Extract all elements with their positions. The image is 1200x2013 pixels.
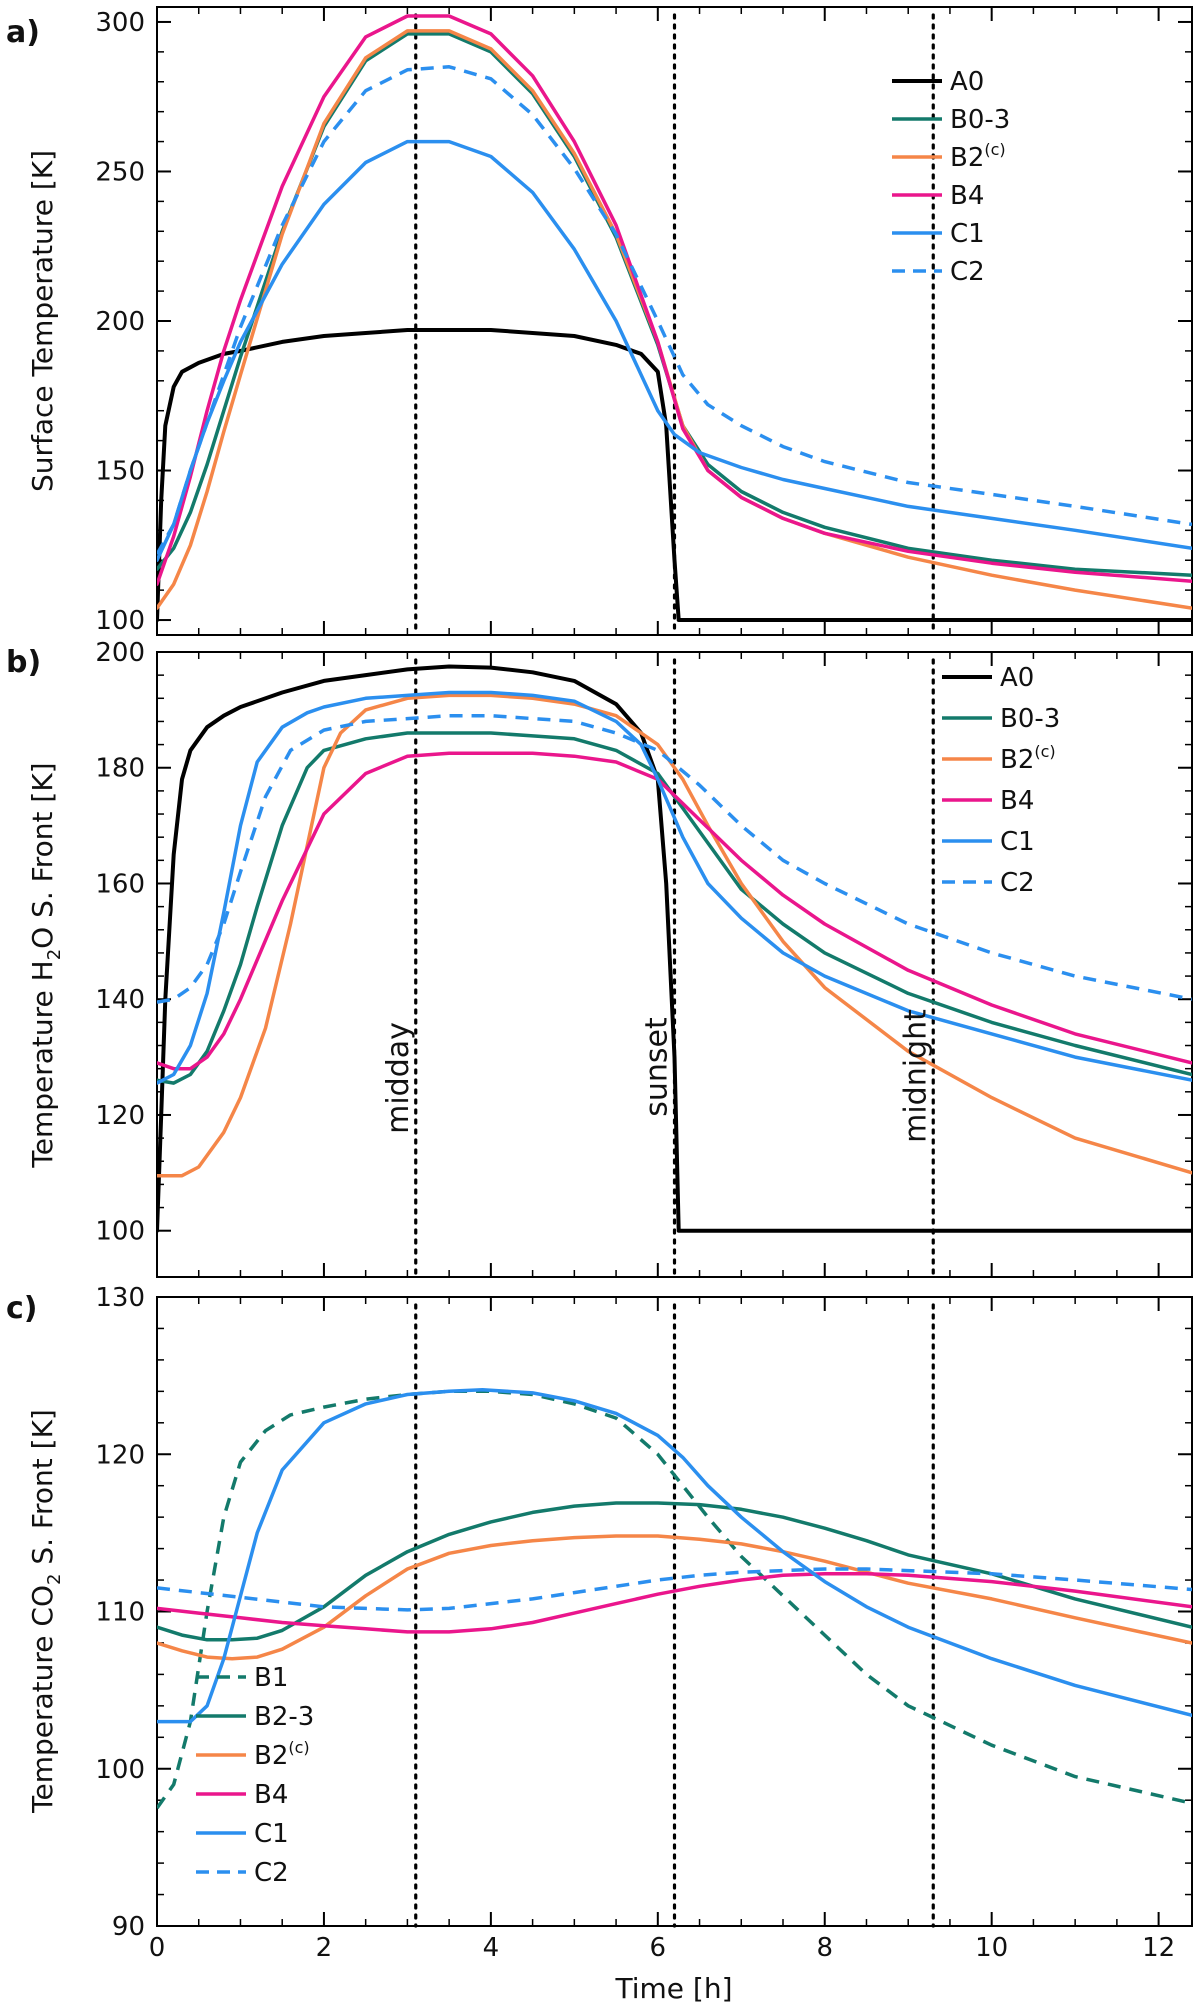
series-c2-line <box>157 1567 1192 1612</box>
series-layer <box>157 664 1192 1233</box>
series-a0-line <box>157 328 1192 622</box>
annotation-sunset: sunset <box>640 1017 675 1117</box>
series-b2-c-line <box>157 693 1192 1178</box>
series-layer <box>157 1388 1192 1810</box>
y-tick-label: 100 <box>95 1217 145 1247</box>
series-c1-line <box>157 690 1192 1085</box>
legend-label: B2(c) <box>1000 742 1056 775</box>
series-b0-3-line <box>157 731 1192 1085</box>
legend: A0 B0-3 B2(c) B4 C1 C2 <box>942 663 1060 898</box>
series-b4-line <box>157 751 1192 1071</box>
annotation-midnight: midnight <box>898 1009 933 1143</box>
legend-label: A0 <box>950 67 984 97</box>
series-b2-3-line <box>157 1501 1192 1642</box>
series-c2-line <box>157 65 1192 556</box>
legend-label: B1 <box>254 1663 288 1693</box>
legend-label: C1 <box>1000 827 1035 857</box>
x-axis: 0 2 4 6 8 10 12 <box>149 1933 1175 1963</box>
event-annotations: midday sunset midnight <box>381 1009 934 1143</box>
series-b4-line <box>157 14 1192 586</box>
legend-label: B2(c) <box>254 1738 310 1771</box>
x-tick-label: 8 <box>816 1933 833 1963</box>
legend-label: B2-3 <box>254 1702 314 1732</box>
series-c2-line <box>157 713 1192 1004</box>
panel-a: a) Surface Temperature [K] 100 150 200 250 3… <box>6 6 1193 637</box>
legend-label: C1 <box>254 1819 289 1849</box>
marker-layer <box>414 1303 935 1928</box>
legend-label: C2 <box>1000 868 1035 898</box>
y-tick-label: 150 <box>95 457 145 487</box>
y-tick-label: 250 <box>95 157 145 187</box>
y-tick-label: 120 <box>95 1101 145 1131</box>
y-axis-label: Temperature CO2 S. Front [K] <box>26 1409 65 1814</box>
panel-c: c) Temperature CO2 S. Front [K] 90 100 110… <box>6 1283 1193 1942</box>
y-axis-label: Surface Temperature [K] <box>26 150 59 492</box>
y-tick-label: 100 <box>95 1755 145 1785</box>
y-tick-label: 90 <box>112 1912 145 1942</box>
legend-label: B0-3 <box>950 105 1010 135</box>
legend-label: C1 <box>950 219 985 249</box>
x-tick-label: 2 <box>316 1933 333 1963</box>
tick-layer: 100 120 140 160 180 200 <box>95 638 1192 1277</box>
y-tick-label: 180 <box>95 754 145 784</box>
legend-label: A0 <box>1000 663 1034 693</box>
legend-label: C2 <box>950 257 985 287</box>
y-tick-label: 140 <box>95 985 145 1015</box>
legend-label: C2 <box>254 1858 289 1888</box>
y-tick-label: 130 <box>95 1283 145 1313</box>
x-tick-label: 4 <box>483 1933 500 1963</box>
legend-label: B4 <box>1000 786 1034 816</box>
legend-label: B2(c) <box>950 140 1006 173</box>
x-axis-label: Time [h] <box>614 1972 732 2005</box>
series-b4-line <box>157 1572 1192 1634</box>
legend: B1 B2-3 B2(c) B4 C1 C2 <box>196 1663 314 1888</box>
series-layer <box>157 14 1192 622</box>
y-tick-label: 200 <box>95 638 145 668</box>
y-tick-label: 200 <box>95 307 145 337</box>
panel-label: a) <box>6 15 40 50</box>
x-tick-label: 6 <box>650 1933 667 1963</box>
y-axis-label: Temperature H2O S. Front [K] <box>26 762 65 1168</box>
plot-area-frame <box>156 651 1193 1278</box>
legend-label: B0-3 <box>1000 704 1060 734</box>
legend: A0 B0-3 B2(c) B4 C1 C2 <box>892 67 1010 287</box>
x-tick-label: 0 <box>149 1933 166 1963</box>
marker-layer <box>414 658 935 1279</box>
tick-layer: 100 150 200 250 300 <box>95 7 1192 636</box>
tick-layer: 90 100 110 120 130 <box>95 1283 1192 1942</box>
annotation-midday: midday <box>381 1022 416 1134</box>
series-c1-line <box>157 1388 1192 1724</box>
x-tick-label: 10 <box>975 1933 1008 1963</box>
y-tick-label: 100 <box>95 606 145 636</box>
panel-label: c) <box>6 1291 38 1326</box>
panel-label: b) <box>6 645 41 680</box>
y-tick-label: 110 <box>95 1598 145 1628</box>
series-a0-line <box>157 664 1192 1233</box>
y-tick-label: 120 <box>95 1440 145 1470</box>
y-tick-label: 160 <box>95 869 145 899</box>
series-c1-line <box>157 139 1192 562</box>
legend-label: B4 <box>950 181 984 211</box>
x-tick-label: 12 <box>1142 1933 1175 1963</box>
panel-b: b) Temperature H2O S. Front [K] 100 120 14… <box>6 638 1193 1279</box>
legend-label: B4 <box>254 1780 288 1810</box>
y-tick-label: 300 <box>95 8 145 38</box>
